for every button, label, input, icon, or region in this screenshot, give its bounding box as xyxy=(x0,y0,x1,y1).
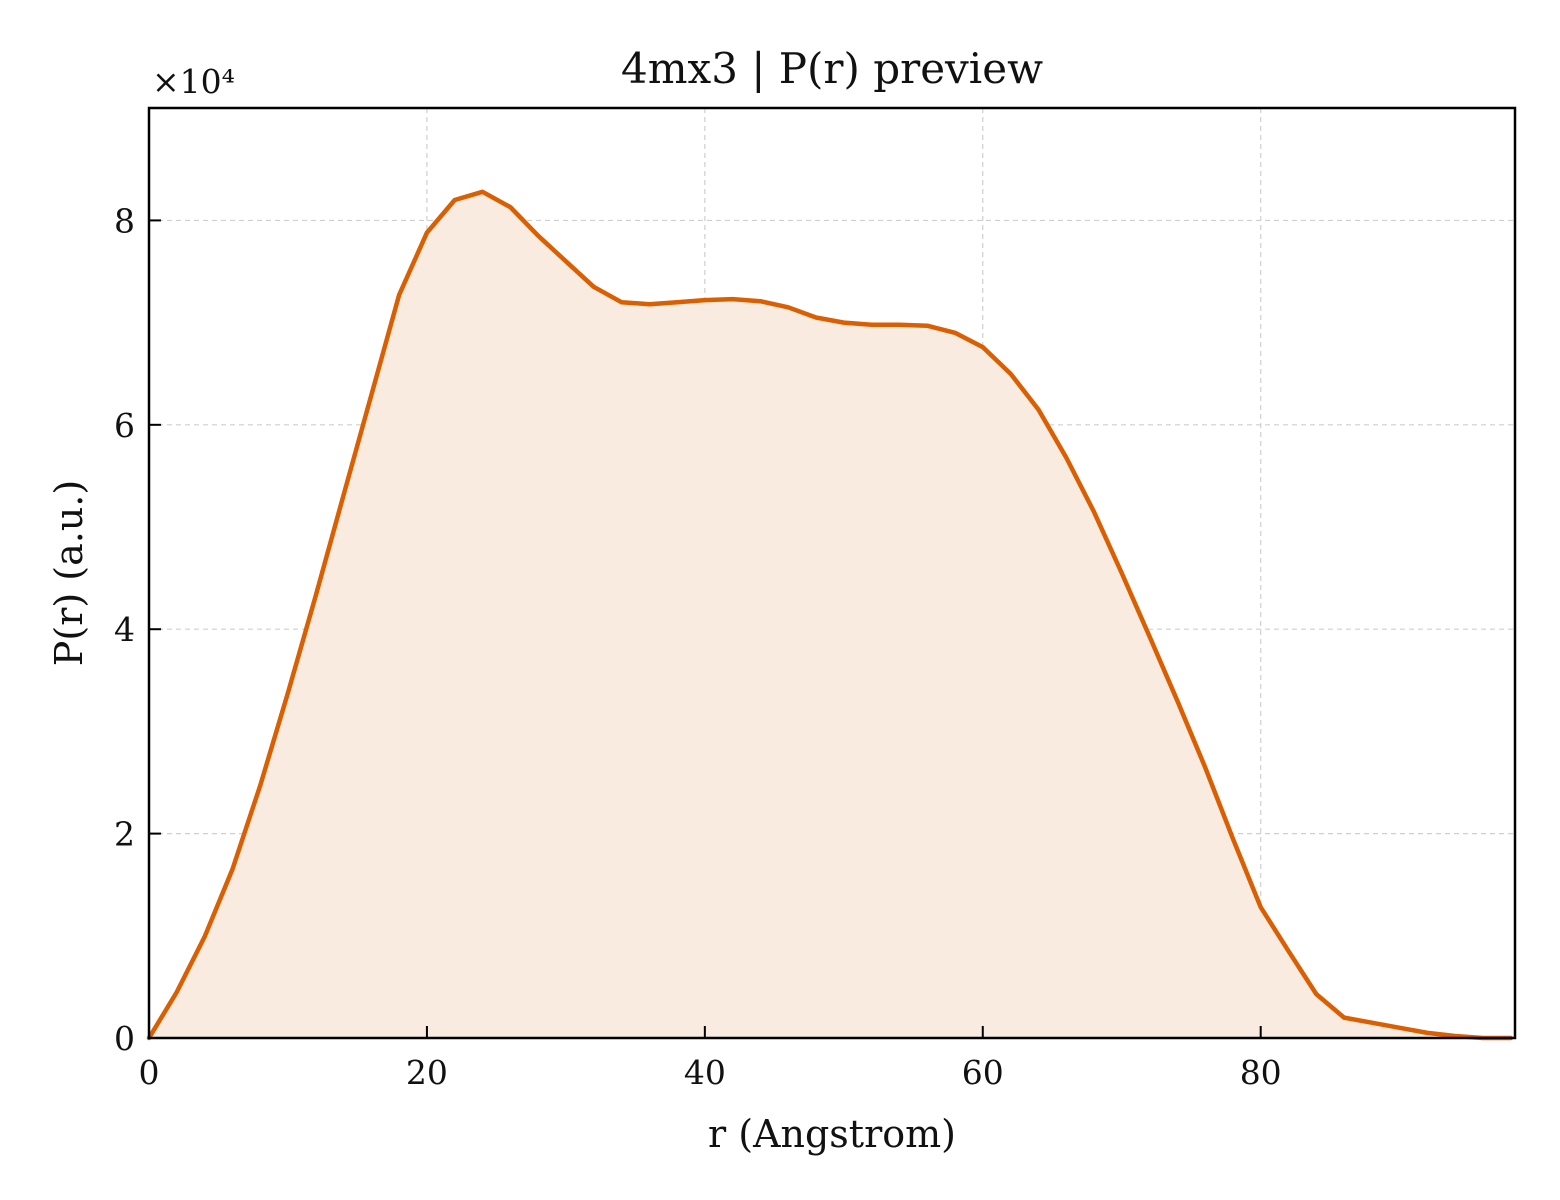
y-tick-label: 4 xyxy=(114,610,135,649)
x-tick-label: 20 xyxy=(406,1053,448,1092)
y-tick-label: 2 xyxy=(114,815,135,854)
plot-frame xyxy=(147,106,1517,1040)
x-tick-label: 0 xyxy=(139,1053,160,1092)
ticks-layer: 0 20 40 60 80 0 2 4 6 8 xyxy=(114,201,1282,1092)
pr-series-line xyxy=(146,189,1514,1041)
x-tick-label: 40 xyxy=(684,1053,726,1092)
y-axis-title: P(r) (a.u.) xyxy=(47,480,91,666)
x-axis-title: r (Angstrom) xyxy=(708,1112,956,1156)
y-tick-label: 6 xyxy=(114,406,135,445)
x-tick-label: 60 xyxy=(962,1053,1004,1092)
pr-area-fill xyxy=(149,191,1511,1039)
y-tick-label: 8 xyxy=(114,201,135,240)
y-tick-label: 0 xyxy=(114,1019,135,1058)
y-axis-multiplier: ×10⁴ xyxy=(152,62,235,101)
x-tick-label: 80 xyxy=(1240,1053,1282,1092)
chart-title: 4mx3 | P(r) preview xyxy=(621,44,1043,93)
